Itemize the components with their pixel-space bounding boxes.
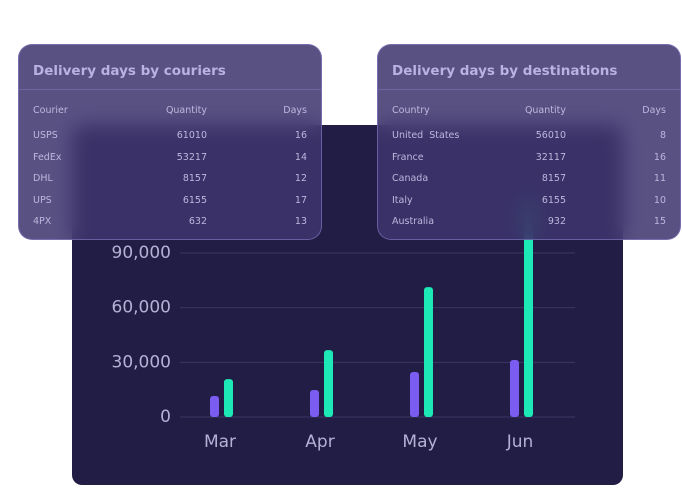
bar [424,287,433,417]
table-cell: 632 [188,216,207,227]
table-cell: Australia [392,216,435,227]
table-cell: USPS [33,130,58,141]
y-tick-label: 60,000 [112,298,171,318]
table-cell: DHL [33,173,53,184]
table-cell: Canada [392,173,429,184]
x-tick-label: Jun [506,432,534,452]
column-header: Days [642,105,666,116]
y-tick-label: 90,000 [112,243,171,263]
destination-card: Delivery days by destinations Country Qua… [377,44,681,240]
separator [378,89,680,90]
table-cell: 56010 [535,130,566,141]
x-tick-label: Apr [305,432,334,452]
x-tick-label: Mar [204,432,236,452]
y-tick-label: 0 [160,407,171,427]
bar [510,359,519,417]
table-cell: 8157 [182,173,207,184]
x-tick-label: May [402,432,437,452]
card-title: Delivery days by couriers [33,63,226,79]
table-cell: 6155 [541,194,566,206]
card-title: Delivery days by destinations [392,63,618,79]
separator [19,89,321,90]
table-cell: UPS [33,194,52,206]
bar [310,390,319,417]
table-cell: 14 [294,151,307,163]
table-cell: 4PX [33,216,52,227]
table-cell: FedEx [33,151,62,163]
y-tick-label: 30,000 [112,352,171,372]
column-header: Courier [33,105,68,116]
table-cell: 12 [294,173,307,184]
table-cell: 61010 [176,130,207,141]
table-cell: 11 [653,173,666,184]
column-header: Quantity [524,105,566,116]
table-cell: Italy [392,194,413,206]
courier-card: Delivery days by couriers Courier Quantit… [18,44,322,240]
column-header: Country [392,105,430,116]
bar [224,379,233,417]
table-cell: 17 [294,194,307,206]
bar [210,396,219,417]
table-cell: 13 [294,216,307,227]
table-cell: 932 [547,216,566,227]
table-cell: United States [392,130,460,141]
bar [524,200,533,417]
table-cell: 15 [653,216,666,227]
column-header: Quantity [165,105,207,116]
table-cell: 8157 [541,173,566,184]
table-cell: 16 [294,130,307,141]
table-cell: 32117 [535,151,566,163]
chart: 0 30,000 60,000 90,000 Mar Apr May Jun [112,200,575,452]
table-cell: 53217 [176,151,207,163]
table-cell: 10 [653,194,666,206]
column-header: Days [283,105,307,116]
bar [324,350,333,417]
table-cell: France [392,151,424,163]
table-cell: 8 [659,130,666,141]
table-cell: 6155 [182,194,207,206]
table-cell: 16 [653,151,666,163]
bar [410,371,419,417]
